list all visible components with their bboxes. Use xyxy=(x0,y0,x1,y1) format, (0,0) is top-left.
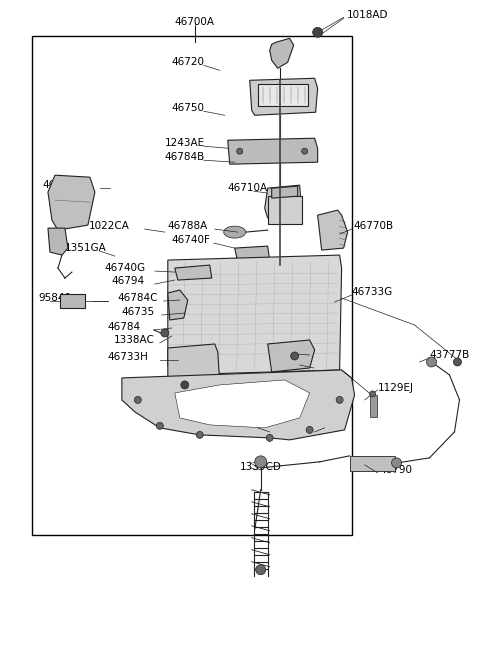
Text: 46700A: 46700A xyxy=(175,17,215,28)
Text: 46788A: 46788A xyxy=(168,221,208,231)
Circle shape xyxy=(392,458,402,468)
Circle shape xyxy=(256,565,266,575)
Text: 46774: 46774 xyxy=(274,360,307,370)
Text: 1338AC: 1338AC xyxy=(114,335,155,345)
Text: 46735: 46735 xyxy=(122,307,155,317)
Circle shape xyxy=(255,456,267,468)
Bar xyxy=(258,84,308,106)
Bar xyxy=(370,395,377,417)
Polygon shape xyxy=(264,185,301,218)
Circle shape xyxy=(454,358,461,366)
Text: 1022CA: 1022CA xyxy=(89,221,130,231)
Circle shape xyxy=(266,434,273,441)
Text: 1339CD: 1339CD xyxy=(240,462,282,472)
Circle shape xyxy=(134,396,141,403)
Polygon shape xyxy=(168,255,342,375)
Text: 43777F: 43777F xyxy=(215,420,254,430)
Polygon shape xyxy=(175,380,310,428)
Text: 46720: 46720 xyxy=(172,57,205,68)
Text: 95840: 95840 xyxy=(38,293,71,303)
Text: 1018AD: 1018AD xyxy=(347,10,388,20)
Text: 46733G: 46733G xyxy=(351,287,393,297)
Circle shape xyxy=(370,391,375,397)
Circle shape xyxy=(306,426,313,434)
Text: 1129EJ: 1129EJ xyxy=(378,383,414,393)
Text: 43777B: 43777B xyxy=(430,350,470,360)
Bar xyxy=(349,456,395,471)
Circle shape xyxy=(312,28,323,37)
Polygon shape xyxy=(318,210,348,250)
Text: 46794: 46794 xyxy=(112,276,145,286)
Circle shape xyxy=(196,432,203,438)
Text: 46710A: 46710A xyxy=(228,183,268,193)
Polygon shape xyxy=(122,370,355,440)
Polygon shape xyxy=(250,78,318,115)
Circle shape xyxy=(291,352,299,360)
Circle shape xyxy=(181,381,189,389)
Text: 46780C: 46780C xyxy=(42,180,83,190)
Text: 46750: 46750 xyxy=(172,103,205,113)
Polygon shape xyxy=(270,38,294,68)
Bar xyxy=(268,196,301,224)
Circle shape xyxy=(301,148,308,154)
Circle shape xyxy=(336,396,343,403)
Bar xyxy=(32,36,351,535)
Text: 46781A: 46781A xyxy=(268,347,308,357)
Bar xyxy=(60,294,85,308)
Text: 46736A: 46736A xyxy=(282,420,322,430)
Polygon shape xyxy=(175,265,212,280)
Circle shape xyxy=(237,148,243,154)
Circle shape xyxy=(161,329,169,337)
Text: 46740G: 46740G xyxy=(105,263,146,273)
Text: 46740F: 46740F xyxy=(172,235,211,245)
Ellipse shape xyxy=(224,226,246,238)
Text: 46733H: 46733H xyxy=(108,352,149,362)
Text: 46790: 46790 xyxy=(380,465,413,475)
Text: 1351GA: 1351GA xyxy=(65,243,107,253)
Polygon shape xyxy=(228,138,318,164)
Polygon shape xyxy=(268,340,314,372)
Polygon shape xyxy=(235,246,270,262)
Text: 46770B: 46770B xyxy=(354,221,394,231)
Polygon shape xyxy=(168,290,188,320)
Polygon shape xyxy=(48,228,68,255)
Text: 46784B: 46784B xyxy=(165,152,205,162)
Circle shape xyxy=(156,422,163,430)
Text: 46784C: 46784C xyxy=(118,293,158,303)
Polygon shape xyxy=(48,175,95,230)
Text: 1243AE: 1243AE xyxy=(165,138,205,148)
Polygon shape xyxy=(272,186,298,198)
Circle shape xyxy=(427,357,436,367)
Polygon shape xyxy=(168,344,220,388)
Text: 46784: 46784 xyxy=(108,322,141,332)
